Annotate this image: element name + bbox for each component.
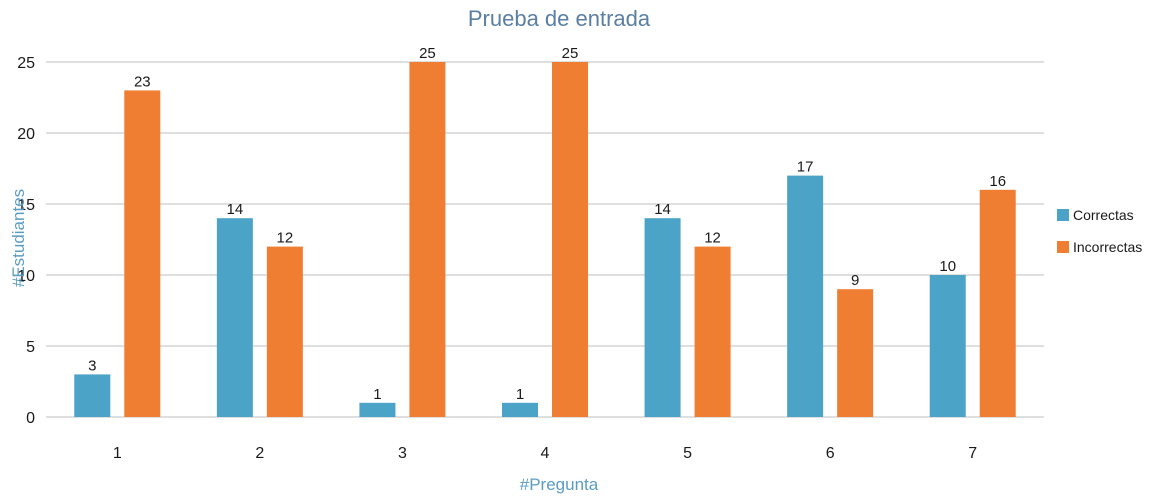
legend-label-incorrectas: Incorrectas — [1073, 239, 1142, 255]
data-label: 25 — [562, 45, 579, 62]
y-tick-label: 0 — [26, 410, 35, 427]
data-label: 23 — [134, 73, 151, 90]
bar-incorrectas-1 — [124, 90, 161, 418]
legend: Correctas Incorrectas — [1057, 207, 1142, 255]
x-tick-label: 2 — [255, 445, 264, 462]
bar-correctas-5 — [644, 218, 681, 417]
bar-incorrectas-4 — [552, 62, 588, 417]
bar-correctas-6 — [787, 175, 824, 417]
bar-correctas-2 — [216, 218, 253, 417]
x-axis-title: #Pregunta — [520, 475, 599, 494]
bar-correctas-3 — [359, 402, 396, 417]
bar-correctas-4 — [502, 402, 538, 417]
legend-swatch-incorrectas — [1057, 241, 1069, 253]
y-tick-label: 15 — [17, 197, 35, 214]
data-label: 9 — [851, 272, 859, 289]
x-tick-label: 4 — [541, 445, 550, 462]
data-label: 25 — [419, 45, 436, 62]
data-label: 1 — [516, 386, 524, 403]
x-tick-label: 1 — [113, 445, 122, 462]
data-label: 17 — [797, 159, 814, 176]
bar-incorrectas-6 — [837, 289, 874, 417]
data-label: 10 — [939, 258, 956, 275]
data-labels: 3 23 14 12 1 25 1 25 14 12 17 9 10 16 — [88, 45, 1006, 403]
bar-incorrectas-5 — [694, 246, 731, 417]
data-label: 12 — [277, 230, 294, 247]
x-tick-label: 5 — [683, 445, 692, 462]
bar-incorrectas-2 — [266, 246, 303, 417]
chart-title: Prueba de entrada — [468, 6, 651, 31]
y-tick-label: 25 — [17, 55, 35, 72]
data-label: 3 — [88, 357, 96, 374]
data-label: 14 — [227, 201, 244, 218]
bars — [74, 62, 1016, 418]
legend-swatch-correctas — [1057, 209, 1069, 221]
bar-correctas-1 — [74, 374, 111, 417]
data-label: 1 — [373, 386, 381, 403]
gridlines — [46, 61, 1044, 418]
data-label: 12 — [704, 230, 721, 247]
data-label: 14 — [654, 201, 671, 218]
x-tick-label: 6 — [826, 445, 835, 462]
legend-label-correctas: Correctas — [1073, 207, 1134, 223]
x-tick-label: 7 — [968, 445, 977, 462]
y-tick-label: 10 — [17, 268, 35, 285]
x-tick-label: 3 — [398, 445, 407, 462]
bar-incorrectas-7 — [979, 189, 1016, 417]
data-label: 16 — [989, 173, 1006, 190]
x-axis-ticks: 1 2 3 4 5 6 7 — [113, 445, 977, 462]
y-axis-ticks: 0 5 10 15 20 25 — [17, 55, 35, 427]
y-tick-label: 5 — [26, 339, 35, 356]
y-tick-label: 20 — [17, 126, 35, 143]
y-axis-title: #Estudiantes — [9, 189, 28, 287]
bar-correctas-7 — [929, 275, 966, 417]
bar-incorrectas-3 — [409, 62, 446, 417]
